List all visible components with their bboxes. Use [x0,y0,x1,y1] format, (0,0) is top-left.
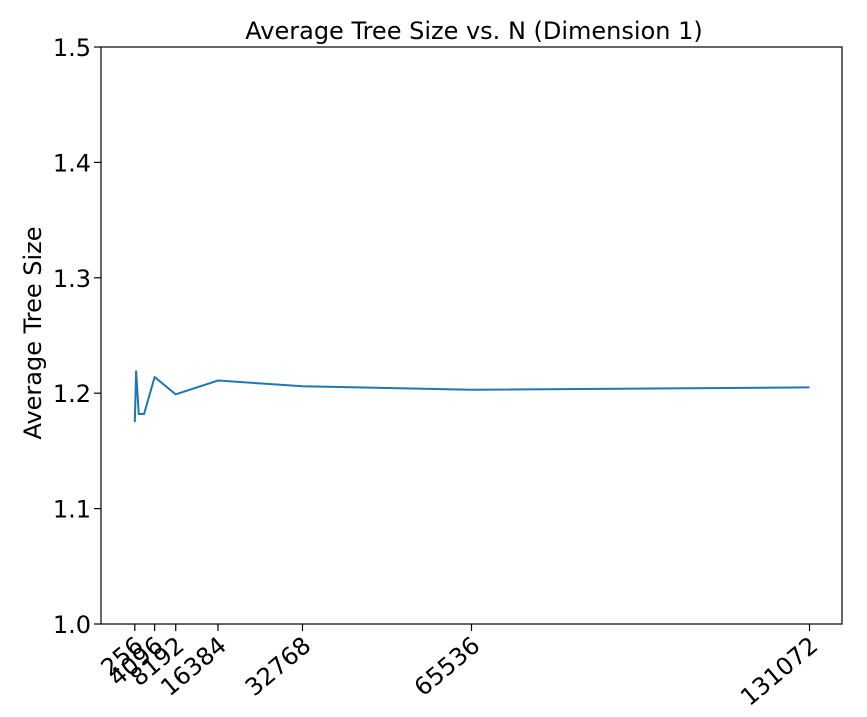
series-layer [133,370,810,423]
y-tick-label: 1.0 [53,611,91,639]
plot-area-frame [100,46,843,625]
y-axis-label: Average Tree Size [19,226,47,439]
x-tick-label: 131072 [735,631,823,711]
y-tick-label: 1.4 [53,149,91,177]
y-tick-label: 1.3 [53,265,91,293]
y-axis-ticks: 1.0 1.1 1.2 1.3 1.4 1.5 [53,34,101,639]
y-tick-label: 1.2 [53,380,91,408]
series-line [133,370,810,423]
y-tick-label: 1.5 [53,34,91,62]
x-tick-label: 32768 [240,631,316,702]
y-tick-label: 1.1 [53,496,91,524]
chart-title: Average Tree Size vs. N (Dimension 1) [245,17,702,45]
x-tick-label: 65536 [409,631,485,702]
